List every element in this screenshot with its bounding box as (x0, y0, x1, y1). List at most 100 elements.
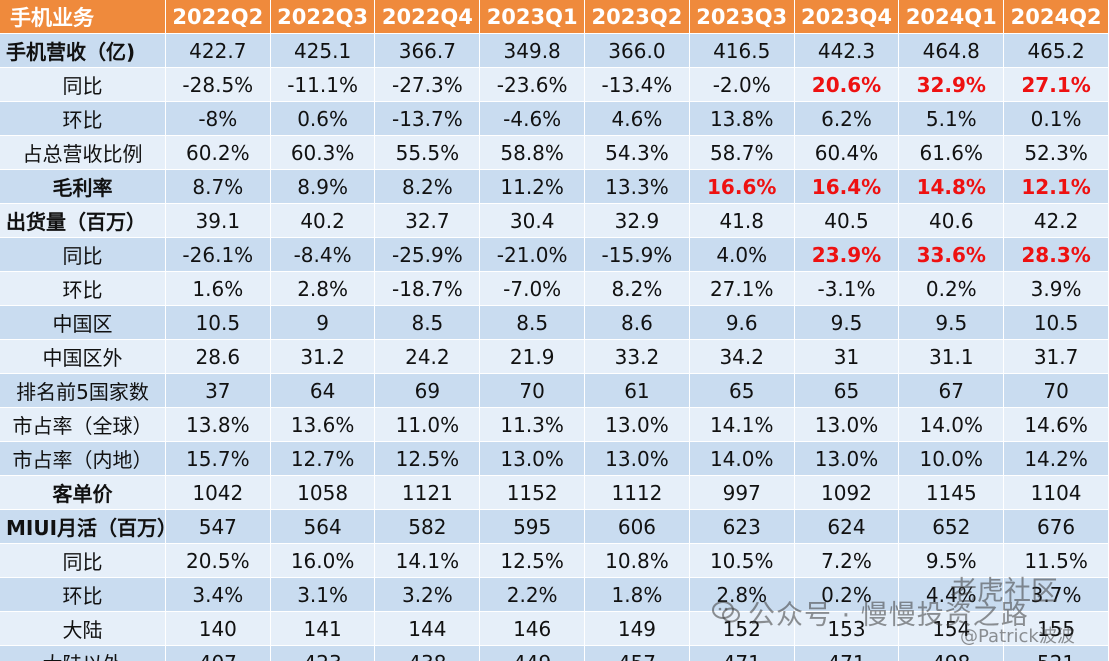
header-quarter: 2024Q2 (1003, 0, 1109, 34)
table-cell: 31.2 (270, 339, 376, 374)
row-label: 占总营收比例 (0, 135, 166, 170)
table-cell: -2.0% (689, 67, 795, 102)
table-cell: 155 (1003, 611, 1109, 646)
row-label: 环比 (0, 577, 166, 612)
table-cell: 471 (794, 645, 900, 661)
table-cell: 14.6% (1003, 407, 1109, 442)
table-cell: -4.6% (479, 101, 586, 136)
table-cell: 10.5 (1003, 305, 1109, 340)
table-cell: 141 (270, 611, 376, 646)
table-row: 同比 20.5% 16.0% 14.1% 12.5% 10.8% 10.5% 7.2% 9.5%… (0, 543, 1109, 578)
table-cell: 3.1% (270, 577, 376, 612)
table-cell: -7.0% (479, 271, 586, 306)
table-cell: 13.0% (584, 407, 690, 442)
table-cell: 15.7% (165, 441, 271, 476)
table-cell: 595 (479, 509, 586, 544)
table-cell: 40.5 (794, 203, 900, 238)
table-cell: 11.2% (479, 169, 586, 204)
table-cell: 40.2 (270, 203, 376, 238)
table-cell: 27.1% (1003, 67, 1109, 102)
table-cell: 14.1% (374, 543, 481, 578)
table-cell: 27.1% (689, 271, 795, 306)
table-cell: 407 (165, 645, 271, 661)
table-cell: 61 (584, 373, 690, 408)
table-cell: 33.2 (584, 339, 690, 374)
table-cell: 8.2% (584, 271, 690, 306)
table-cell: 39.1 (165, 203, 271, 238)
row-label: 客单价 (0, 475, 166, 510)
table-row: 环比 -8% 0.6% -13.7% -4.6% 4.6% 13.8% 6.2% 5.1% 0.1… (0, 101, 1109, 136)
table-cell: -18.7% (374, 271, 481, 306)
table-cell: 32.9% (898, 67, 1005, 102)
table-cell: 366.7 (374, 33, 481, 68)
table-row: 环比 3.4% 3.1% 3.2% 2.2% 1.8% 2.8% 0.2% 4.4% 3.7% (0, 577, 1109, 612)
table-row: 市占率（全球） 13.8% 13.6% 11.0% 11.3% 13.0% 14.1% 13.… (0, 407, 1109, 442)
table-cell: 13.8% (689, 101, 795, 136)
table-cell: 14.0% (898, 407, 1005, 442)
table-cell: -27.3% (374, 67, 481, 102)
table-cell: -23.6% (479, 67, 586, 102)
table-row: MIUI月活（百万） 547 564 582 595 606 623 624 652 676 (0, 509, 1109, 544)
table-cell: 5.1% (898, 101, 1005, 136)
table-cell: 55.5% (374, 135, 481, 170)
table-cell: 12.1% (1003, 169, 1109, 204)
table-cell: 366.0 (584, 33, 690, 68)
table-cell: 16.0% (270, 543, 376, 578)
table-cell: 4.0% (689, 237, 795, 272)
row-label: 市占率（全球） (0, 407, 166, 442)
table-cell: 69 (374, 373, 481, 408)
table-cell: 40.6 (898, 203, 1005, 238)
table-cell: 13.6% (270, 407, 376, 442)
table-cell: 16.6% (689, 169, 795, 204)
table-cell: 70 (479, 373, 586, 408)
table-cell: 438 (374, 645, 481, 661)
row-label: 同比 (0, 67, 166, 102)
table-cell: 24.2 (374, 339, 481, 374)
table-cell: 11.0% (374, 407, 481, 442)
table-cell: 623 (689, 509, 795, 544)
table-cell: 37 (165, 373, 271, 408)
table-cell: 13.8% (165, 407, 271, 442)
table-cell: 1152 (479, 475, 586, 510)
table-row: 同比 -26.1% -8.4% -25.9% -21.0% -15.9% 4.0% 23.9%… (0, 237, 1109, 272)
table-cell: 349.8 (479, 33, 586, 68)
table-cell: -11.1% (270, 67, 376, 102)
table-cell: 60.3% (270, 135, 376, 170)
table-cell: 442.3 (794, 33, 900, 68)
table-cell: 425.1 (270, 33, 376, 68)
header-quarter: 2023Q4 (794, 0, 900, 34)
table-row: 环比 1.6% 2.8% -18.7% -7.0% 8.2% 27.1% -3.1% 0.2% 3… (0, 271, 1109, 306)
table-cell: 33.6% (898, 237, 1005, 272)
table-cell: 13.3% (584, 169, 690, 204)
row-label: 环比 (0, 271, 166, 306)
table-cell: 12.7% (270, 441, 376, 476)
table-cell: 28.3% (1003, 237, 1109, 272)
header-quarter: 2022Q4 (374, 0, 481, 34)
table-cell: 1145 (898, 475, 1005, 510)
table-row: 手机营收（亿) 422.7 425.1 366.7 349.8 366.0 416.5 442… (0, 33, 1109, 68)
table-cell: 144 (374, 611, 481, 646)
table-row: 大陆 140 141 144 146 149 152 153 154 155 (0, 611, 1109, 646)
row-label: 手机营收（亿) (0, 33, 166, 68)
table-cell: 1.6% (165, 271, 271, 306)
table-cell: -25.9% (374, 237, 481, 272)
table-row: 同比 -28.5% -11.1% -27.3% -23.6% -13.4% -2.0% 20.… (0, 67, 1109, 102)
table-cell: -13.7% (374, 101, 481, 136)
row-label: 出货量（百万） (0, 203, 166, 238)
header-quarter: 2022Q2 (165, 0, 271, 34)
header-category: 手机业务 (0, 0, 166, 34)
header-quarter: 2023Q1 (479, 0, 586, 34)
table-cell: -13.4% (584, 67, 690, 102)
row-label: 毛利率 (0, 169, 166, 204)
table-cell: 9.6 (689, 305, 795, 340)
table-cell: 1121 (374, 475, 481, 510)
table-cell: 16.4% (794, 169, 900, 204)
table-cell: 54.3% (584, 135, 690, 170)
table-cell: 42.2 (1003, 203, 1109, 238)
row-label: 中国区 (0, 305, 166, 340)
table-cell: 61.6% (898, 135, 1005, 170)
table-row: 客单价 1042 1058 1121 1152 1112 997 1092 1145 1104 (0, 475, 1109, 510)
table-cell: -15.9% (584, 237, 690, 272)
table-cell: 521 (1003, 645, 1109, 661)
table-cell: 30.4 (479, 203, 586, 238)
